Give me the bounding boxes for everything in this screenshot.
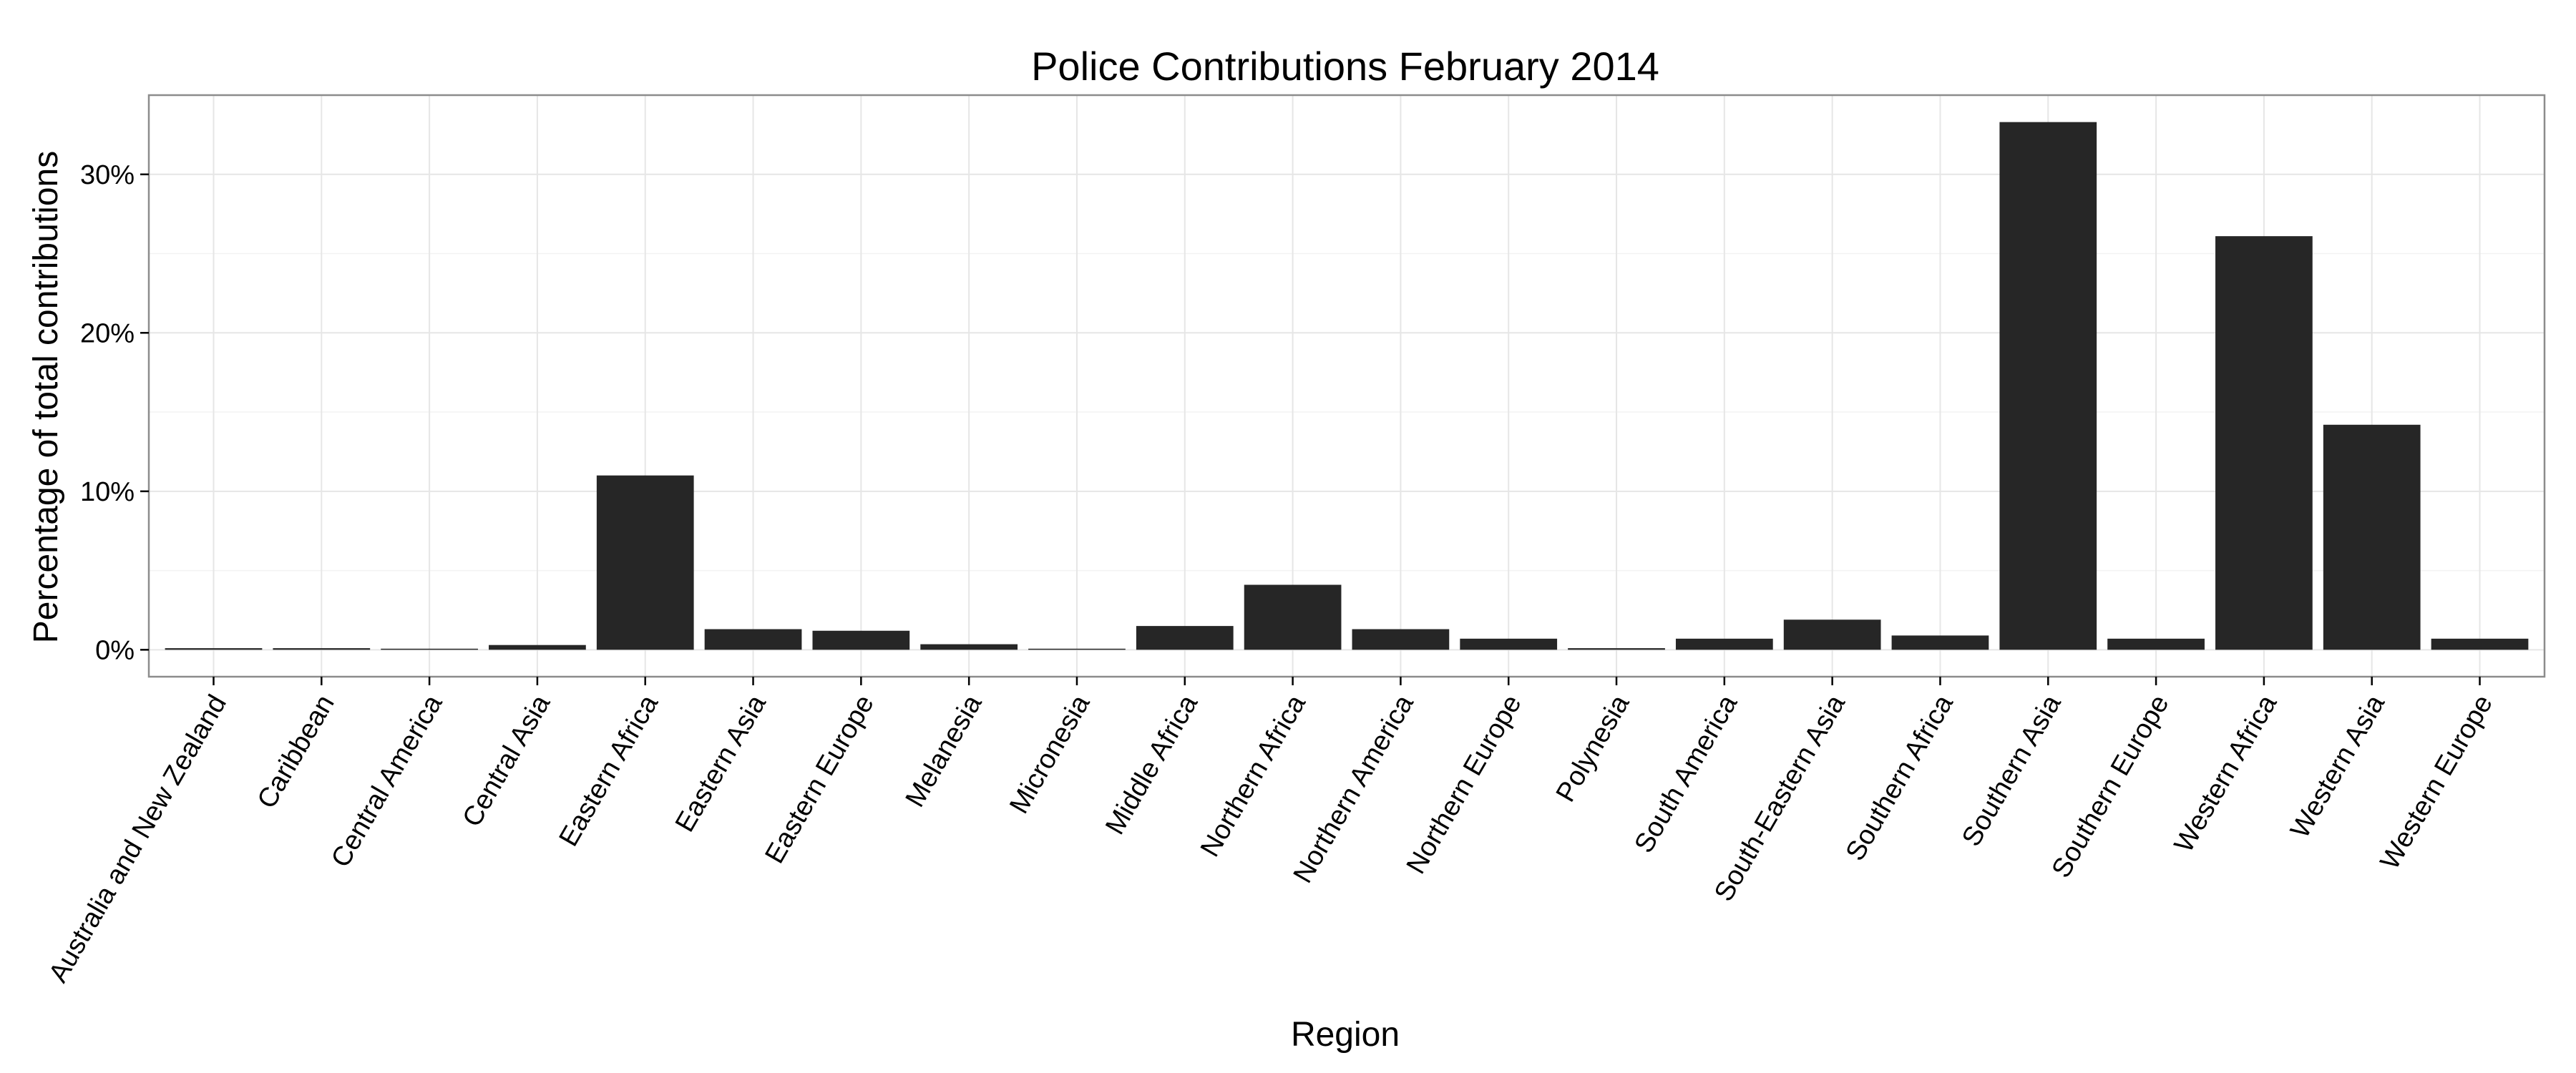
bar-southern-europe <box>2107 638 2205 650</box>
x-tick-label: Northern America <box>1288 690 1420 888</box>
y-tick-label: 0% <box>95 635 135 665</box>
x-tick-label: Central America <box>326 690 449 873</box>
bar-eastern-asia <box>704 629 802 650</box>
x-tick-label: Western Africa <box>2169 690 2283 858</box>
bar-polynesia <box>1568 648 1665 650</box>
bar-melanesia <box>920 644 1018 650</box>
x-tick-label: Polynesia <box>1551 690 1636 807</box>
x-tick-label: Southern Europe <box>2046 690 2175 883</box>
plot-area: 0% 10% 20% 30% Australia and New Zealand Cari… <box>43 94 2546 988</box>
bar-southern-africa <box>1891 635 1989 650</box>
bar-central-america <box>381 648 478 650</box>
bar-south-america <box>1675 638 1773 650</box>
bar-southern-asia <box>1999 122 2097 650</box>
bar-micronesia <box>1028 648 1126 650</box>
x-tick-label: Eastern Europe <box>759 690 879 869</box>
x-tick-label: Northern Africa <box>1195 690 1312 862</box>
bar-caribbean <box>273 648 371 650</box>
bar-western-asia <box>2323 424 2421 650</box>
chart-title: Police Contributions February 2014 <box>1031 44 1659 89</box>
x-axis-title: Region <box>1291 1016 1400 1054</box>
bar-northern-america <box>1352 629 1450 650</box>
x-tick-label: Micronesia <box>1004 690 1096 819</box>
bar-south-eastern-asia <box>1783 619 1881 650</box>
x-tick-label: Australia and New Zealand <box>43 690 233 988</box>
bar-northern-europe <box>1460 638 1558 650</box>
y-axis-title: Percentage of total contributions <box>27 151 65 643</box>
bar-middle-africa <box>1136 626 1234 650</box>
x-tick-label: Western Asia <box>2285 690 2391 843</box>
y-tick-label: 10% <box>80 477 135 507</box>
x-tick-label: Southern Asia <box>1956 690 2067 852</box>
x-tick-label: South America <box>1629 690 1743 858</box>
x-tick-label: Eastern Africa <box>554 690 665 852</box>
bar-western-africa <box>2215 236 2313 650</box>
y-tick-label: 20% <box>80 318 135 348</box>
bar-australia-and-new-zealand <box>165 648 263 650</box>
bar-eastern-africa <box>596 475 694 650</box>
x-tick-label: Middle Africa <box>1100 690 1204 840</box>
x-tick-label: Southern Africa <box>1840 690 1960 866</box>
bar-western-europe <box>2431 638 2529 650</box>
bar-eastern-europe <box>812 630 910 650</box>
y-tick-label: 30% <box>80 160 135 190</box>
x-tick-label: Melanesia <box>900 690 988 813</box>
bar-northern-africa <box>1244 584 1342 650</box>
x-tick-label: Eastern Asia <box>670 690 772 838</box>
x-tick-label: Central Asia <box>457 690 557 832</box>
bar-central-asia <box>489 645 586 650</box>
plot-panel-border <box>147 94 2546 678</box>
x-tick-label: Northern Europe <box>1401 690 1528 879</box>
x-tick-label: Western Europe <box>2375 690 2499 875</box>
plot-panel-background <box>149 95 2545 677</box>
x-tick-label: Caribbean <box>252 690 341 814</box>
